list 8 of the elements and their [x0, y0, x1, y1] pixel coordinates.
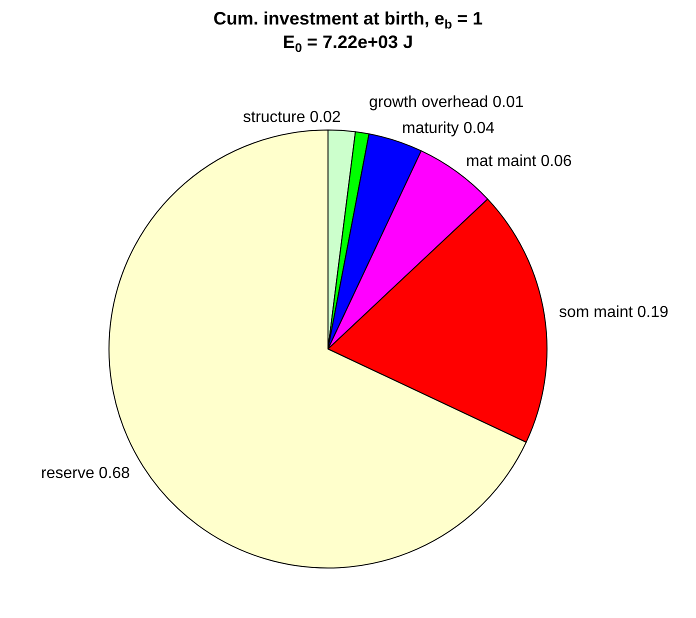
chart-title: Cum. investment at birth, e$_{b}$ = 1: [213, 8, 483, 32]
slice-label: som maint 0.19: [559, 304, 668, 321]
slice-label: mat maint 0.06: [466, 153, 572, 170]
slice-label: maturity 0.04: [402, 120, 495, 137]
slice-label: structure 0.02: [243, 109, 341, 126]
slice-label: growth overhead 0.01: [369, 94, 524, 111]
slice-label: reserve 0.68: [41, 465, 130, 482]
chart-subtitle: E$_{0}$ = 7.22e+03 J: [282, 32, 414, 55]
